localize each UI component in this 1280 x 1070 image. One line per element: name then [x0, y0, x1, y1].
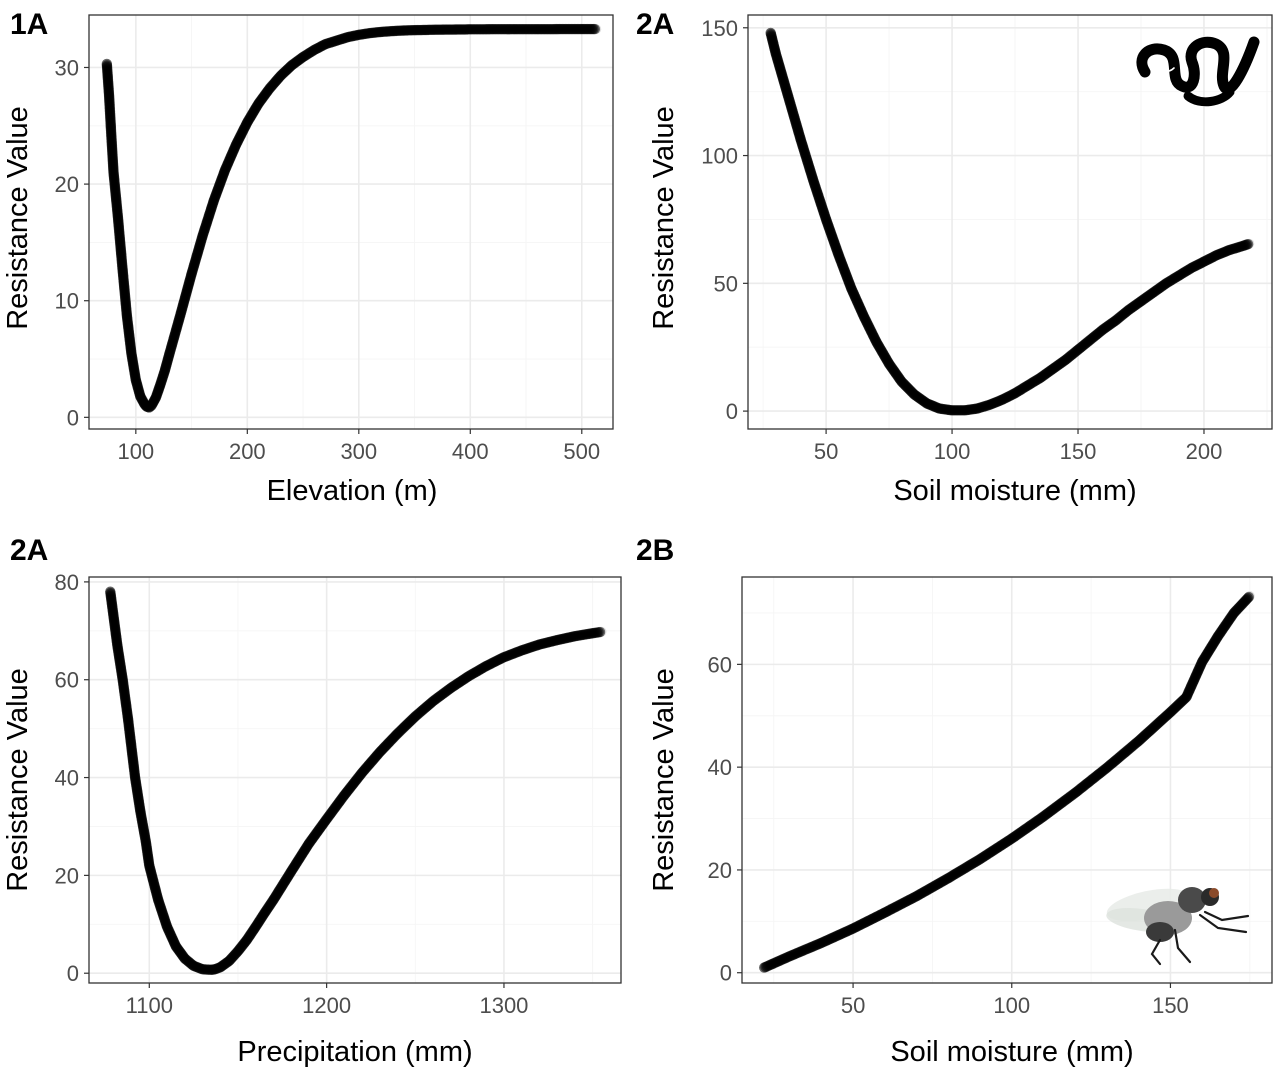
y-tick-label: 0: [67, 961, 79, 986]
y-tick-label: 0: [67, 405, 79, 430]
x-tick-label: 500: [563, 439, 600, 464]
y-tick-label: 150: [701, 16, 738, 41]
y-axis-title: Resistance Value: [648, 668, 680, 892]
x-tick-label: 50: [814, 439, 838, 464]
y-axis-title: Resistance Value: [648, 106, 680, 330]
data-points: [105, 586, 607, 975]
x-tick-label: 150: [1060, 439, 1097, 464]
axes: 100 200 300 400 500 0 10 20 30: [55, 55, 601, 464]
panel-label: 2B: [636, 534, 674, 567]
x-tick-label: 100: [934, 439, 971, 464]
data-point: [1242, 238, 1254, 250]
panel-label: 1A: [10, 8, 48, 41]
x-tick-label: 100: [117, 439, 154, 464]
data-point: [589, 23, 601, 35]
x-tick-label: 150: [1152, 993, 1189, 1018]
x-tick-label: 1100: [126, 993, 173, 1018]
x-tick-label: 1200: [302, 993, 351, 1018]
plot-frame: [88, 576, 622, 984]
axes: 50 100 150 0 20 40 60: [708, 652, 1189, 1018]
x-tick-label: 300: [340, 439, 377, 464]
x-tick-label: 1300: [479, 993, 528, 1018]
y-tick-label: 0: [720, 961, 732, 986]
data-points: [759, 591, 1255, 973]
y-tick-label: 30: [55, 55, 79, 80]
plot-frame: [747, 14, 1273, 430]
y-tick-label: 60: [55, 668, 79, 693]
axes: 1100 1200 1300 0 20 40 60 80: [55, 570, 529, 1018]
panel-label: 2A: [636, 8, 674, 41]
y-tick-label: 20: [55, 863, 79, 888]
x-axis-title: Soil moisture (mm): [890, 1036, 1133, 1068]
panel-2a-soil-moisture: 2A 50 100 150 200 0 50 100 150 Soil moisture (m…: [636, 8, 1273, 507]
grid: [89, 577, 621, 983]
plot-frame: [741, 576, 1273, 984]
y-tick-label: 20: [708, 858, 732, 883]
y-tick-label: 60: [708, 652, 732, 677]
y-tick-label: 10: [55, 289, 79, 314]
x-axis-title: Soil moisture (mm): [893, 475, 1136, 507]
x-tick-label: 100: [993, 993, 1030, 1018]
y-tick-label: 0: [726, 399, 738, 424]
data-points: [101, 23, 602, 413]
y-tick-label: 40: [55, 766, 79, 791]
x-tick-label: 400: [452, 439, 489, 464]
y-tick-label: 50: [714, 271, 738, 296]
panel-2a-precipitation: 2A 1100 1200 1300 0 20 40 60 80 Precipitation (…: [2, 534, 622, 1068]
grid: [89, 15, 613, 429]
panel-label: 2A: [10, 534, 48, 567]
panel-2b: 2B 50 100 150 0 20 40 60 Soil moisture (mm) Re…: [636, 534, 1273, 1068]
x-axis-title: Elevation (m): [267, 475, 438, 507]
x-tick-label: 200: [1186, 439, 1223, 464]
x-tick-label: 50: [841, 993, 865, 1018]
y-axis-title: Resistance Value: [2, 106, 34, 330]
data-points: [765, 27, 1255, 416]
y-tick-label: 40: [708, 755, 732, 780]
plot-frame: [88, 14, 614, 430]
data-point: [1243, 591, 1254, 603]
worm-icon: [1136, 36, 1260, 107]
fly-icon: [1106, 887, 1250, 966]
x-tick-label: 200: [229, 439, 266, 464]
y-tick-label: 100: [701, 144, 738, 169]
grid: [742, 577, 1272, 983]
axes: 50 100 150 200 0 50 100 150: [701, 16, 1222, 464]
y-tick-label: 80: [55, 570, 79, 595]
y-tick-label: 20: [55, 172, 79, 197]
x-axis-title: Precipitation (mm): [237, 1036, 472, 1068]
y-axis-title: Resistance Value: [2, 668, 34, 892]
data-point: [594, 626, 606, 638]
